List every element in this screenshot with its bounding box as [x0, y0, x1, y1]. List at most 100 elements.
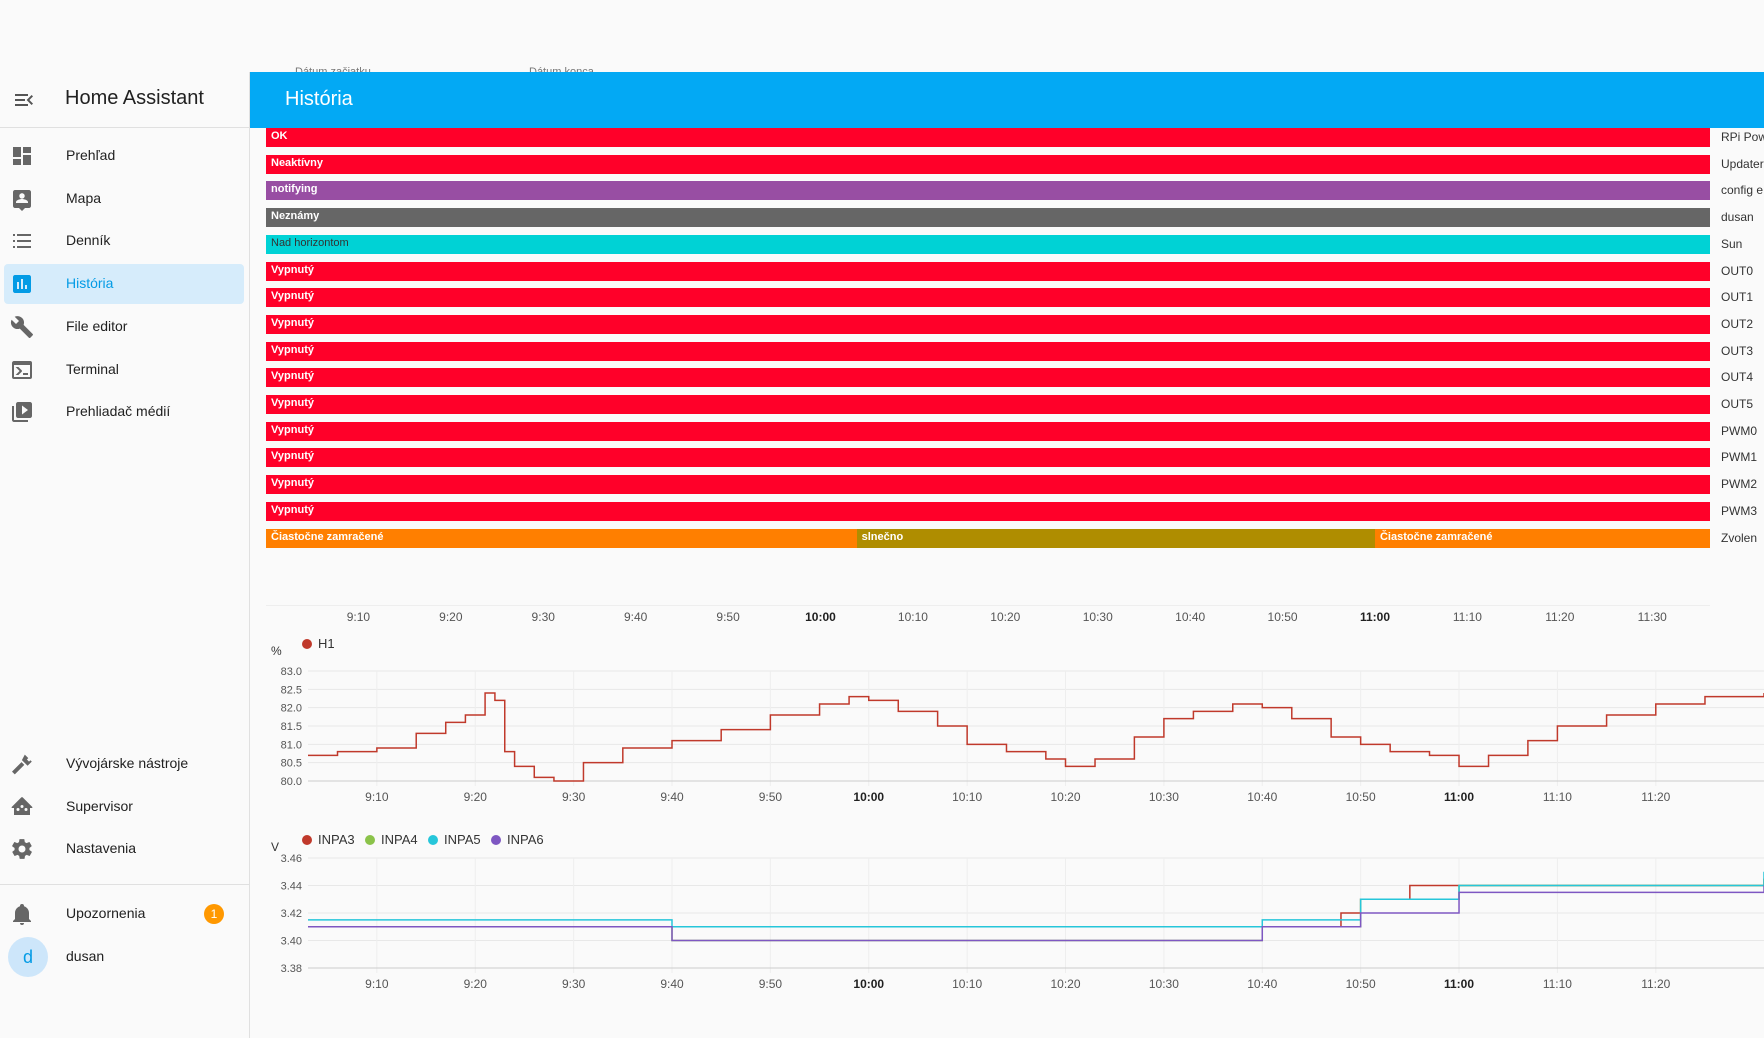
- x-tick-label: 10:40: [1247, 790, 1277, 804]
- timeline-segment[interactable]: Vypnutý: [266, 368, 1710, 388]
- legend-color-dot: [428, 835, 438, 845]
- timeline-segment[interactable]: notifying: [266, 181, 1710, 201]
- sidebar-item-label: Denník: [66, 232, 111, 249]
- x-tick-label: 11:00: [1359, 610, 1390, 624]
- y-tick-label: 81.5: [281, 721, 302, 733]
- x-tick-label: 10:20: [1050, 790, 1080, 804]
- timeline-segment[interactable]: Vypnutý: [266, 288, 1710, 308]
- timeline-entity-name: config e: [1721, 183, 1764, 198]
- menu-open-icon[interactable]: [12, 88, 36, 112]
- legend-item-inpa6[interactable]: INPA6: [491, 832, 544, 847]
- sidebar-item-preh-ad[interactable]: Prehľad: [4, 136, 244, 176]
- cog-icon: [12, 839, 32, 860]
- timeline-entity-name: PWM1: [1721, 450, 1757, 465]
- x-tick-label: 9:20: [439, 610, 463, 624]
- sidebar-item-nastavenia[interactable]: Nastavenia: [4, 829, 244, 869]
- timeline-entity-name: PWM0: [1721, 423, 1757, 438]
- timeline-segment[interactable]: OK: [266, 128, 1710, 147]
- legend-item-inpa4[interactable]: INPA4: [365, 832, 418, 847]
- timeline-segment[interactable]: Čiastočne zamračené: [266, 528, 857, 548]
- legend-item-inpa5[interactable]: INPA5: [428, 832, 481, 847]
- timeline-segment[interactable]: Vypnutý: [266, 448, 1710, 468]
- timeline-row: Vypnutý OUT3: [266, 341, 1764, 361]
- notification-count-badge: 1: [204, 904, 224, 924]
- timeline-segment[interactable]: Neaktívny: [266, 154, 1710, 174]
- humidity-plot[interactable]: 83.0 82.5 82.0 81.5 81.0 80.5 80.0 9:10 9:20 9:30…: [266, 636, 1764, 826]
- sidebar-item-hist-ria[interactable]: História: [4, 264, 244, 305]
- timeline-segment[interactable]: slnečno: [856, 528, 1375, 548]
- timeline-entity-name: PWM2: [1721, 477, 1757, 492]
- y-tick-label: 3.44: [281, 881, 302, 893]
- voltage-plot[interactable]: 3.46 3.44 3.42 3.40 3.38 9:10 9:20 9:30 9:40 9:50…: [266, 832, 1764, 1032]
- x-tick-label: 10:40: [1175, 610, 1206, 624]
- y-unit-label: V: [271, 840, 280, 854]
- legend-item-inpa3[interactable]: INPA3: [302, 832, 355, 847]
- sidebar-item-terminal[interactable]: Terminal: [4, 350, 244, 390]
- x-tick-label: 9:50: [759, 977, 783, 991]
- humidity-chart: % H1 83.0 82.5 82.0 81.5 81.0 80.5 80.0 9:10 9:2…: [266, 636, 1764, 826]
- sidebar-item-v-voj-rske-n-stroje[interactable]: Vývojárske nástroje: [4, 744, 244, 784]
- timeline-segment[interactable]: Nad horizontom: [266, 234, 1710, 254]
- timeline-segment[interactable]: Vypnutý: [266, 501, 1710, 521]
- x-tick-label: 11:10: [1543, 790, 1572, 804]
- timeline-segment[interactable]: Neznámy: [266, 208, 1710, 228]
- timeline-segment[interactable]: Vypnutý: [266, 395, 1710, 414]
- voltage-chart: V INPA3 INPA4 INPA5 INPA6 3.46 3.44 3.42 3.40 3…: [266, 832, 1764, 1032]
- timeline-row: Vypnutý OUT0: [266, 261, 1764, 281]
- series-line-h1[interactable]: [308, 692, 1764, 782]
- start-date-label[interactable]: Dátum začiatku: [295, 66, 371, 74]
- x-tick-label: 10:30: [1149, 977, 1179, 991]
- series-line-inpa6[interactable]: [308, 885, 1764, 942]
- sidebar-item-label: Prehľad: [66, 147, 116, 163]
- x-tick-label: 11:30: [1637, 610, 1667, 624]
- sidebar-item-mapa[interactable]: Mapa: [4, 179, 244, 219]
- x-tick-label: 9:50: [716, 610, 740, 624]
- x-tick-label: 10:50: [1346, 977, 1376, 991]
- x-tick-label: 10:10: [952, 977, 982, 991]
- sidebar-item-label: Upozornenia: [66, 905, 146, 921]
- y-tick-label: 3.40: [281, 936, 302, 948]
- x-tick-label: 11:20: [1641, 790, 1670, 804]
- x-tick-label: 11:20: [1641, 977, 1670, 991]
- sidebar-item-label: Prehliadač médií: [66, 403, 171, 420]
- bell-icon: [13, 904, 31, 925]
- timeline-segment[interactable]: Čiastočne zamračené: [1374, 528, 1710, 548]
- timeline-row: Čiastočne zamračené slnečno Čiastočne zamr…: [266, 528, 1764, 548]
- timeline-segment[interactable]: Vypnutý: [266, 314, 1710, 334]
- x-tick-label: 10:00: [853, 977, 884, 991]
- x-tick-label: 9:30: [562, 977, 586, 991]
- end-date-label[interactable]: Dátum konca: [529, 66, 594, 74]
- timeline-segment[interactable]: Vypnutý: [266, 341, 1710, 361]
- sidebar-item-denn-k[interactable]: Denník: [4, 221, 244, 261]
- x-tick-label: 10:40: [1247, 977, 1277, 991]
- user-profile-button[interactable]: d dusan: [4, 937, 244, 979]
- y-unit-label: %: [271, 644, 282, 658]
- y-tick-label: 80.0: [281, 776, 302, 788]
- legend-item-h1[interactable]: H1: [302, 636, 335, 651]
- timeline-x-axis: 9:10 9:20 9:30 9:40 9:50 10:00 10:10 10:20 10:30…: [266, 605, 1710, 625]
- series-line-inpa4[interactable]: [308, 878, 1764, 942]
- sidebar: Home Assistant Prehľad Mapa Denník História…: [0, 72, 250, 1038]
- timeline-segment[interactable]: Vypnutý: [266, 475, 1710, 495]
- sidebar-item-prehliada-m-di-[interactable]: Prehliadač médií: [4, 392, 244, 432]
- sidebar-item-label: Terminal: [66, 360, 119, 377]
- timeline-segment[interactable]: Vypnutý: [266, 421, 1710, 441]
- x-tick-label: 10:00: [805, 610, 836, 624]
- series-line-inpa5[interactable]: [308, 871, 1764, 928]
- wrench-icon: [10, 315, 33, 338]
- x-tick-label: 9:40: [660, 790, 684, 804]
- sidebar-item-supervisor[interactable]: Supervisor: [4, 787, 244, 827]
- sidebar-item-file-editor[interactable]: File editor: [4, 307, 244, 347]
- notifications-button[interactable]: Upozornenia 1: [4, 894, 244, 934]
- user-name: dusan: [66, 948, 105, 964]
- avatar: d: [8, 937, 48, 977]
- sidebar-item-label: História: [66, 275, 114, 292]
- timeline-row: Vypnutý OUT2: [266, 314, 1764, 334]
- timeline-segment[interactable]: Vypnutý: [266, 261, 1710, 281]
- x-tick-label: 9:10: [365, 790, 389, 804]
- timeline-row: Vypnutý PWM1: [266, 448, 1764, 468]
- y-tick-label: 3.42: [281, 908, 302, 920]
- list-icon: [13, 234, 31, 249]
- app-title: Home Assistant: [65, 87, 204, 109]
